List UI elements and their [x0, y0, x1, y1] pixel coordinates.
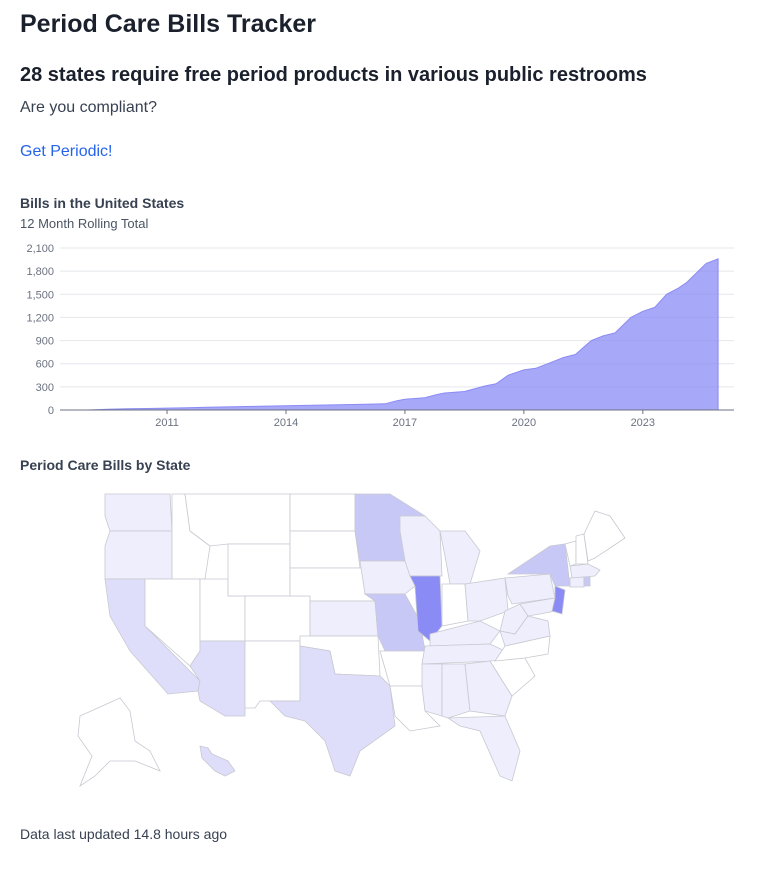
- state-hawaii[interactable]: [199, 745, 236, 777]
- y-tick-label: 1,500: [26, 289, 54, 301]
- chart-title: Bills in the United States: [20, 195, 185, 211]
- state-texas[interactable]: [269, 645, 396, 777]
- state-oregon[interactable]: [104, 530, 173, 580]
- state-north-carolina[interactable]: [494, 635, 551, 662]
- state-indiana[interactable]: [441, 583, 469, 627]
- x-tick-label: 2014: [274, 417, 298, 429]
- headline: 28 states require free period products i…: [20, 64, 647, 87]
- state-alaska[interactable]: [77, 697, 161, 788]
- last-updated-text: Data last updated 14.8 hours ago: [20, 826, 228, 842]
- y-tick-label: 1,800: [26, 266, 54, 278]
- state-colorado[interactable]: [244, 595, 311, 642]
- bills-area-chart: 0 300 600 900 1,200 1,500 1,800 2,100 2011 2014 20…: [26, 243, 734, 429]
- map-title: Period Care Bills by State: [20, 457, 191, 473]
- y-tick-label: 0: [48, 405, 54, 417]
- y-tick-label: 600: [36, 359, 54, 371]
- state-alabama[interactable]: [441, 663, 471, 719]
- us-states-map: [77, 493, 626, 788]
- state-pennsylvania[interactable]: [504, 573, 556, 605]
- state-rhode-island[interactable]: [583, 576, 591, 587]
- state-north-dakota[interactable]: [289, 493, 356, 532]
- series-area: [87, 258, 719, 411]
- y-tick-label: 2,100: [26, 243, 54, 255]
- state-washington[interactable]: [104, 493, 173, 532]
- state-mississippi[interactable]: [421, 663, 443, 717]
- state-new-jersey[interactable]: [551, 585, 566, 615]
- x-tick-label: 2020: [512, 417, 536, 429]
- state-kansas[interactable]: [309, 600, 379, 637]
- x-tick-label: 2023: [631, 417, 655, 429]
- state-new-mexico[interactable]: [244, 640, 301, 709]
- x-tick-label: 2011: [155, 417, 179, 429]
- state-ohio[interactable]: [464, 577, 509, 622]
- state-georgia[interactable]: [464, 660, 513, 717]
- get-periodic-link[interactable]: Get Periodic!: [20, 143, 113, 160]
- state-iowa[interactable]: [359, 560, 416, 595]
- headline-count: 28 states: [20, 64, 106, 86]
- state-maine[interactable]: [583, 510, 626, 562]
- chart-subtitle: 12 Month Rolling Total: [20, 216, 149, 231]
- x-tick-label: 2017: [393, 417, 417, 429]
- state-wyoming[interactable]: [227, 543, 291, 597]
- state-florida[interactable]: [446, 715, 521, 782]
- y-tick-label: 1,200: [26, 312, 54, 324]
- compliance-question: Are you compliant?: [20, 99, 157, 116]
- state-maryland[interactable]: [519, 597, 556, 617]
- headline-text: require free period products in various …: [105, 64, 647, 86]
- state-michigan[interactable]: [439, 530, 481, 585]
- state-virginia[interactable]: [499, 615, 551, 647]
- state-arkansas[interactable]: [379, 650, 426, 687]
- page-title: Period Care Bills Tracker: [20, 10, 316, 38]
- state-massachusetts[interactable]: [569, 563, 601, 579]
- state-montana[interactable]: [184, 493, 291, 547]
- state-connecticut[interactable]: [569, 576, 585, 588]
- y-tick-label: 300: [36, 382, 54, 394]
- y-tick-label: 900: [36, 336, 54, 348]
- state-south-dakota[interactable]: [289, 530, 361, 569]
- state-kentucky[interactable]: [429, 620, 501, 647]
